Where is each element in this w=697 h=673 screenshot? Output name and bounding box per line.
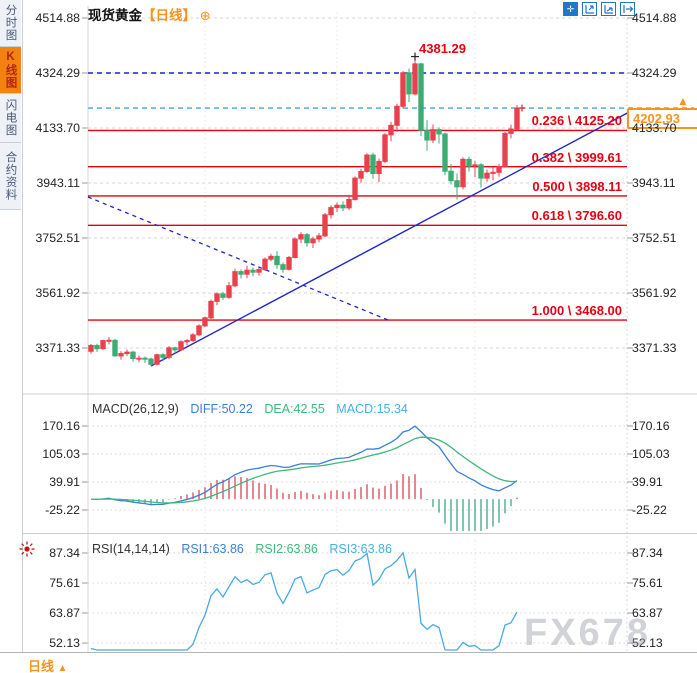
macd-y-axis-label: -25.22 <box>632 502 667 517</box>
peak-price-annotation: 4381.29 <box>419 41 466 56</box>
fib-level-label: 0.236 \ 4125.20 <box>531 113 622 129</box>
main-y-axis-label: 3752.51 <box>35 231 80 245</box>
fib-level-label: 1.000 \ 3468.00 <box>531 303 622 319</box>
main-y-axis-label: 3943.11 <box>36 176 80 190</box>
rsi-header: RSI(14,14,14) RSI1:63.86 RSI2:63.86 RSI3… <box>92 542 392 556</box>
fit-horizontal-axis-icon[interactable] <box>601 2 616 16</box>
rsi-y-axis-label: 75.61 <box>632 576 663 590</box>
indicator-settings-sun-icon[interactable] <box>18 540 36 558</box>
rsi-y-axis-label: 75.61 <box>49 576 80 590</box>
macd-y-axis-label: -25.22 <box>45 502 80 517</box>
rsi-line <box>90 551 518 651</box>
rsi-name: RSI(14,14,14) <box>92 542 170 556</box>
macd-y-axis-label: 39.91 <box>49 474 80 489</box>
macd-y-axis-label: 105.03 <box>632 447 670 461</box>
rsi2-value: RSI2:63.86 <box>255 542 318 556</box>
fib-level-label: 0.500 \ 3898.11 <box>532 178 622 194</box>
rsi-y-axis-label: 52.13 <box>49 636 80 651</box>
period-selector[interactable]: 日线 ▲ <box>28 656 68 673</box>
overlay-lines-layer <box>87 72 694 367</box>
pan-right-icon[interactable] <box>620 2 635 16</box>
fit-vertical-axis-icon[interactable] <box>582 2 597 16</box>
macd-y-axis-label: 105.03 <box>42 447 80 461</box>
main-y-axis-label: 4514.88 <box>35 11 80 25</box>
rising-trendline <box>150 109 634 367</box>
add-indicator-icon[interactable]: ⊕ <box>199 8 211 23</box>
main-y-axis-label: 3752.51 <box>632 231 677 245</box>
macd-y-axis-label: 39.91 <box>632 474 663 489</box>
instrument-name: 现货黄金 <box>88 8 142 23</box>
fib-level-label: 0.618 \ 3796.60 <box>531 208 622 224</box>
bottom-bar: 日线 ▲ <box>0 652 697 673</box>
period-tag: 【日线】 <box>142 8 196 23</box>
chart-toolbar: ✛ <box>563 2 635 16</box>
macd-macd-value: MACD:15.34 <box>336 402 408 416</box>
period-selector-label: 日线 <box>28 659 55 673</box>
rsi1-value: RSI1:63.86 <box>181 542 244 556</box>
gridlines-layer <box>22 6 697 673</box>
rsi-y-axis-label: 63.87 <box>632 606 663 621</box>
candles-layer <box>88 56 520 366</box>
macd-y-axis-label: 170.16 <box>632 419 670 433</box>
main-y-axis-label: 3943.11 <box>632 176 676 190</box>
period-up-arrow-icon: ▲ <box>57 663 68 673</box>
main-y-axis-label: 3371.33 <box>35 341 80 355</box>
sidebar: 分时图 K线图 闪电图 合约资料 <box>0 0 23 652</box>
macd-name: MACD(26,12,9) <box>92 402 179 416</box>
rsi-y-axis-label: 63.87 <box>49 606 80 621</box>
sidebar-tab-lightning-chart[interactable]: 闪电图 <box>0 94 21 143</box>
rsi-y-axis-label: 87.34 <box>632 546 663 560</box>
main-y-axis-label: 3561.92 <box>632 286 677 300</box>
macd-header: MACD(26,12,9) DIFF:50.22 DEA:42.55 MACD:… <box>92 402 408 416</box>
fib-level-label: 0.382 \ 3999.61 <box>531 149 622 165</box>
chart-title: 现货黄金【日线】 ⊕ <box>88 4 211 23</box>
main-y-axis-label: 3371.33 <box>632 341 677 355</box>
macd-diff-line <box>90 425 518 506</box>
crosshair-move-icon[interactable]: ✛ <box>563 2 578 16</box>
main-y-axis-label: 4133.70 <box>35 121 80 135</box>
main-y-axis-label: 4514.88 <box>632 11 677 25</box>
price-up-arrow-icon: ▲ <box>677 94 689 108</box>
sidebar-tab-kline-chart[interactable]: K线图 <box>0 47 21 94</box>
macd-dea-line <box>90 436 518 504</box>
main-y-axis-label: 3561.92 <box>35 286 80 300</box>
rsi3-value: RSI3:63.86 <box>329 542 392 556</box>
main-y-axis-label: 4324.29 <box>632 66 677 80</box>
current-price-tag: 4202.93 <box>627 108 697 129</box>
macd-y-axis-label: 170.16 <box>42 419 80 433</box>
markers-layer <box>411 52 526 112</box>
main-y-axis-label: 4324.29 <box>35 66 80 80</box>
sidebar-tab-time-chart[interactable]: 分时图 <box>0 0 21 47</box>
rsi-y-axis-label: 52.13 <box>632 636 663 651</box>
main-y-axis-label: 4133.70 <box>632 121 677 135</box>
rsi-y-axis-label: 87.34 <box>49 546 80 560</box>
falling-dashed-trendline <box>87 196 389 321</box>
macd-dea-value: DEA:42.55 <box>264 402 325 416</box>
sidebar-tab-contract-info[interactable]: 合约资料 <box>0 143 21 210</box>
macd-diff-value: DIFF:50.22 <box>190 402 253 416</box>
